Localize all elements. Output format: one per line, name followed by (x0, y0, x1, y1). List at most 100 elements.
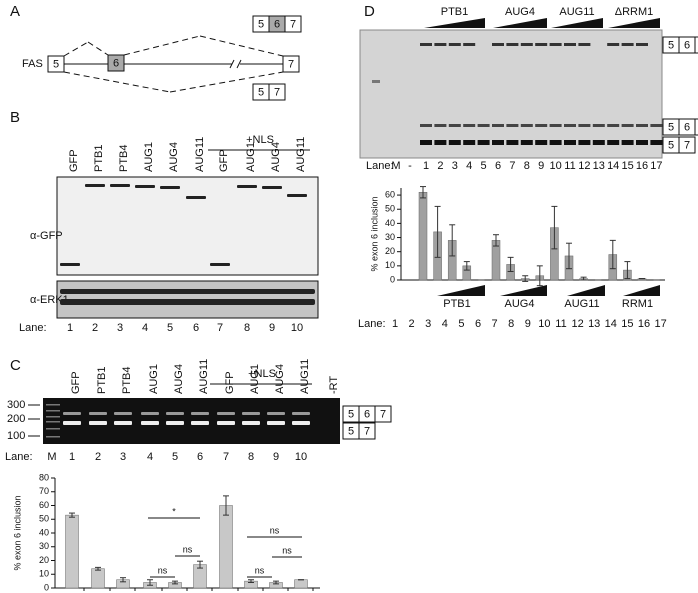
gel (359, 29, 663, 159)
band (46, 404, 60, 406)
band (578, 124, 591, 127)
lane-number: 7 (217, 322, 223, 334)
lane-number: M (47, 451, 56, 463)
band (463, 124, 476, 127)
panel-label: C (10, 357, 21, 374)
lane-name: PTB4 (121, 366, 133, 394)
significance-label: ns (158, 565, 168, 575)
break (229, 59, 235, 69)
exon-number: 6 (274, 18, 280, 30)
exon-box (374, 405, 392, 423)
lane-name: PTB4 (118, 144, 130, 172)
exon-number: 5 (668, 139, 674, 151)
lane-number: 10 (295, 451, 307, 463)
exon-box (694, 36, 698, 54)
exon-number: 5 (668, 39, 674, 51)
lane-label: Lane: (366, 160, 394, 172)
band (463, 43, 476, 46)
lane-name: -RT (328, 376, 340, 394)
marker-size: 200 (7, 413, 25, 425)
band (372, 80, 380, 83)
band (607, 124, 620, 127)
x-tick-label: 6 (475, 318, 481, 330)
band (506, 124, 519, 127)
band (448, 124, 461, 127)
significance-label: ns (255, 565, 265, 575)
x-tick-label: 11 (555, 318, 566, 330)
group-label: PTB1 (443, 298, 471, 310)
group-label: AUG11 (564, 298, 599, 310)
band (420, 140, 432, 145)
band (114, 421, 132, 425)
significance-label: * (172, 506, 176, 516)
band (46, 416, 60, 418)
band (110, 184, 130, 187)
band (621, 43, 634, 46)
band (141, 421, 159, 425)
x-tick-label: 7 (492, 318, 498, 330)
band (535, 124, 548, 127)
group-label: RRM1 (622, 298, 653, 310)
exon-box (107, 54, 125, 72)
exon-number: 7 (274, 86, 280, 98)
band (564, 124, 576, 127)
wedge (437, 285, 485, 296)
band (535, 140, 548, 145)
lane-number: 3 (117, 322, 123, 334)
exon-number: 5 (348, 408, 354, 420)
lane-number: 5 (167, 322, 173, 334)
lane-number: 9 (538, 160, 544, 172)
wedge (500, 285, 547, 296)
lane-name: AUG1 (245, 142, 257, 172)
exon-number: 7 (290, 18, 296, 30)
lane-number: 3 (452, 160, 458, 172)
lane-name: GFP (218, 149, 230, 172)
y-tick-label: 40 (39, 527, 49, 537)
bar (294, 579, 308, 589)
band (520, 124, 533, 127)
band (621, 124, 634, 127)
band (267, 412, 285, 415)
band (492, 124, 504, 127)
band (549, 140, 562, 145)
band (506, 43, 519, 46)
group-label: PTB1 (441, 6, 469, 18)
y-tick-label: 0 (44, 582, 49, 592)
band (434, 140, 447, 145)
band (650, 140, 663, 145)
lane-number: 12 (578, 160, 590, 172)
band (210, 263, 230, 266)
band (549, 43, 562, 46)
band (46, 421, 60, 423)
x-tick-label: 8 (508, 318, 514, 330)
significance-label: ns (183, 544, 193, 554)
lane-name: AUG4 (274, 364, 286, 394)
lane-number: M (391, 160, 400, 172)
band (621, 140, 634, 145)
lane-number: - (408, 160, 412, 172)
band (492, 43, 504, 46)
y-tick-label: 70 (39, 486, 49, 496)
band (89, 412, 107, 415)
x-tick-label: 3 (425, 318, 431, 330)
band (191, 412, 209, 415)
band (520, 140, 533, 145)
band (60, 263, 80, 266)
lane-number: 2 (95, 451, 101, 463)
band (477, 140, 490, 145)
lane-number: 1 (423, 160, 429, 172)
band (166, 421, 184, 425)
lane-name: GFP (68, 149, 80, 172)
band (564, 140, 576, 145)
marker-size: 300 (7, 399, 25, 411)
lane-number: 3 (120, 451, 126, 463)
x-tick-label: 2 (409, 318, 415, 330)
x-tick-label: 15 (621, 318, 633, 330)
band (114, 412, 132, 415)
y-tick-label: 80 (39, 472, 49, 482)
band (564, 43, 576, 46)
wedge (424, 18, 485, 28)
lane-number: 2 (92, 322, 98, 334)
band (492, 140, 504, 145)
lane-number: 11 (564, 160, 575, 172)
